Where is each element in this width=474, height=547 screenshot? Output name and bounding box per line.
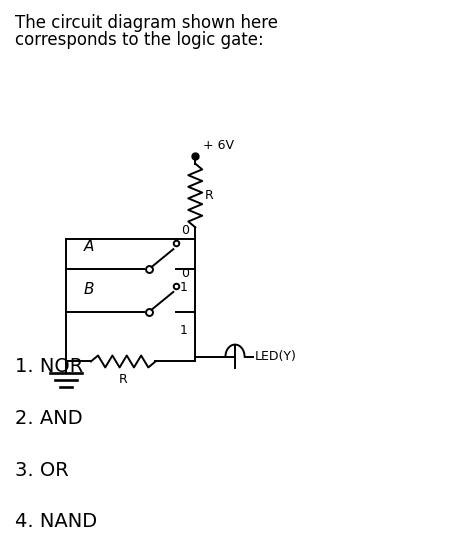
Text: corresponds to the logic gate:: corresponds to the logic gate: — [15, 31, 264, 49]
Text: 1. NOR: 1. NOR — [15, 357, 83, 376]
Text: R: R — [205, 189, 214, 202]
Text: The circuit diagram shown here: The circuit diagram shown here — [15, 14, 278, 32]
Text: LED(Y): LED(Y) — [255, 350, 296, 363]
Text: 0: 0 — [182, 224, 189, 237]
Text: 2. AND: 2. AND — [15, 409, 83, 428]
Text: 1: 1 — [179, 324, 187, 337]
Text: A: A — [84, 239, 94, 254]
Text: 1: 1 — [179, 281, 187, 294]
Text: + 6V: + 6V — [203, 139, 234, 152]
Text: R: R — [119, 374, 128, 386]
Text: B: B — [84, 282, 94, 297]
Text: 3. OR: 3. OR — [15, 461, 69, 480]
Text: 4. NAND: 4. NAND — [15, 513, 98, 532]
Text: 0: 0 — [182, 267, 189, 280]
